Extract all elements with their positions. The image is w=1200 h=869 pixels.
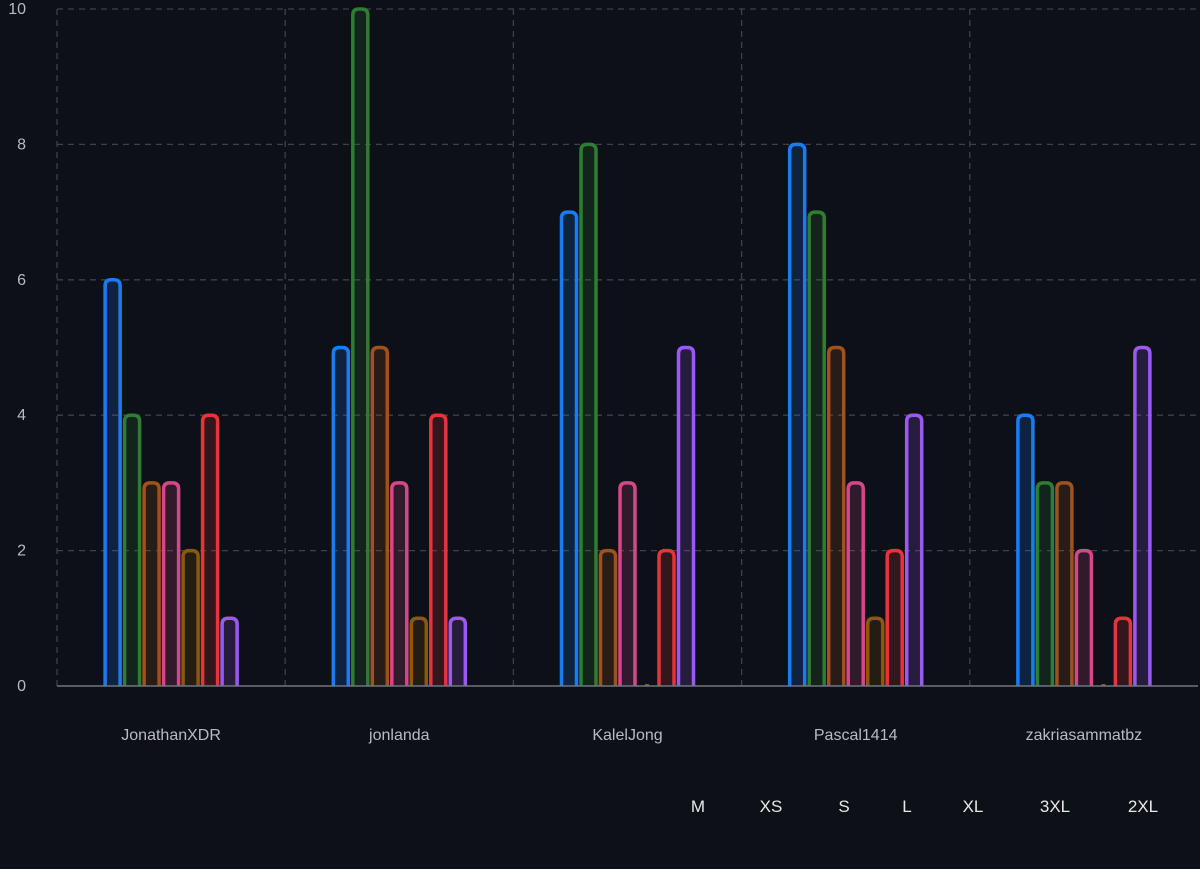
bar-zakriasammatbz-M xyxy=(1018,415,1033,686)
x-tick-label-Pascal1414: Pascal1414 xyxy=(814,727,898,744)
bar-KalelJong-XS xyxy=(581,144,596,686)
bar-Pascal1414-L xyxy=(848,483,863,686)
bar-JonathanXDR-L xyxy=(164,483,179,686)
bar-zakriasammatbz-3XL xyxy=(1115,618,1130,686)
bar-Pascal1414-XS xyxy=(809,212,824,686)
legend-item-XL: XL xyxy=(963,797,984,816)
y-tick-label-2: 2 xyxy=(17,543,26,560)
bar-JonathanXDR-2XL xyxy=(222,618,237,686)
bar-jonlanda-S xyxy=(372,348,387,687)
bar-KalelJong-S xyxy=(601,551,616,686)
legend: M XS S L XL 3XL 2XL xyxy=(691,797,1158,816)
bar-jonlanda-XL xyxy=(411,618,426,686)
bar-zakriasammatbz-XS xyxy=(1037,483,1052,686)
bar-jonlanda-XS xyxy=(353,9,368,686)
bar-zakriasammatbz-L xyxy=(1076,551,1091,686)
bar-Pascal1414-M xyxy=(790,144,805,686)
bar-jonlanda-L xyxy=(392,483,407,686)
bar-jonlanda-M xyxy=(333,348,348,687)
y-tick-label-0: 0 xyxy=(17,678,26,695)
legend-item-3XL: 3XL xyxy=(1040,797,1070,816)
y-tick-label-8: 8 xyxy=(17,136,26,153)
bar-jonlanda-3XL xyxy=(431,415,446,686)
bar-zakriasammatbz-2XL xyxy=(1135,348,1150,687)
bar-Pascal1414-XL xyxy=(868,618,883,686)
bars xyxy=(105,9,1150,686)
bar-jonlanda-2XL xyxy=(450,618,465,686)
x-tick-label-KalelJong: KalelJong xyxy=(592,727,662,744)
bar-JonathanXDR-3XL xyxy=(203,415,218,686)
x-tick-label-JonathanXDR: JonathanXDR xyxy=(121,727,221,744)
x-tick-label-zakriasammatbz: zakriasammatbz xyxy=(1026,727,1142,744)
legend-item-S: S xyxy=(838,797,849,816)
bar-JonathanXDR-S xyxy=(144,483,159,686)
bar-Pascal1414-3XL xyxy=(887,551,902,686)
legend-item-2XL: 2XL xyxy=(1128,797,1158,816)
bar-JonathanXDR-M xyxy=(105,280,120,686)
bar-Pascal1414-2XL xyxy=(907,415,922,686)
bar-KalelJong-M xyxy=(562,212,577,686)
bar-JonathanXDR-XS xyxy=(125,415,140,686)
legend-item-M: M xyxy=(691,797,705,816)
y-tick-label-10: 10 xyxy=(8,1,26,18)
x-tick-label-jonlanda: jonlanda xyxy=(368,727,430,744)
bar-JonathanXDR-XL xyxy=(183,551,198,686)
y-tick-label-4: 4 xyxy=(17,407,26,424)
bar-KalelJong-2XL xyxy=(679,348,694,687)
bar-KalelJong-L xyxy=(620,483,635,686)
bar-KalelJong-3XL xyxy=(659,551,674,686)
bar-zakriasammatbz-S xyxy=(1057,483,1072,686)
bar-Pascal1414-S xyxy=(829,348,844,687)
legend-item-XS: XS xyxy=(760,797,783,816)
y-tick-label-6: 6 xyxy=(17,272,26,289)
legend-item-L: L xyxy=(902,797,911,816)
